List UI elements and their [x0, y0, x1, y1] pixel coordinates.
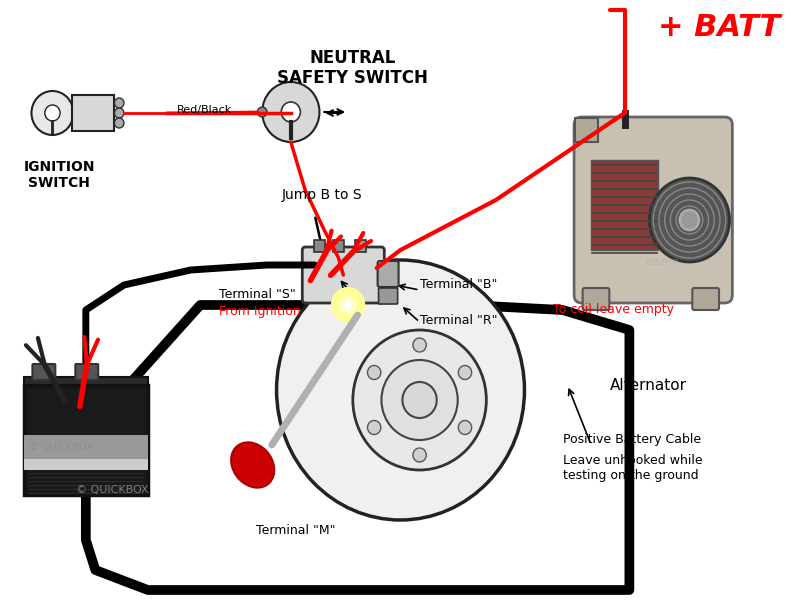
Circle shape: [331, 287, 366, 323]
Circle shape: [339, 296, 357, 314]
Circle shape: [258, 107, 267, 117]
FancyBboxPatch shape: [582, 288, 610, 310]
Circle shape: [458, 365, 472, 379]
FancyBboxPatch shape: [24, 458, 148, 470]
Text: Jump B to S: Jump B to S: [282, 188, 362, 202]
Circle shape: [367, 421, 381, 434]
Circle shape: [367, 365, 381, 379]
FancyBboxPatch shape: [591, 160, 658, 250]
FancyBboxPatch shape: [24, 434, 148, 458]
Text: Terminal "S": Terminal "S": [219, 289, 296, 301]
FancyBboxPatch shape: [574, 117, 732, 303]
Text: Positive Battery Cable: Positive Battery Cable: [562, 433, 701, 446]
Circle shape: [413, 448, 426, 462]
Text: NEUTRAL
SAFETY SWITCH: NEUTRAL SAFETY SWITCH: [278, 49, 428, 88]
Circle shape: [114, 98, 124, 108]
FancyBboxPatch shape: [378, 261, 398, 287]
Circle shape: [114, 108, 124, 118]
FancyBboxPatch shape: [24, 377, 148, 385]
Circle shape: [282, 102, 300, 122]
Text: Red/Black: Red/Black: [177, 105, 232, 115]
Text: Terminal "M": Terminal "M": [256, 523, 335, 536]
Circle shape: [344, 301, 352, 309]
Text: © QUICKBOX: © QUICKBOX: [76, 485, 149, 495]
Circle shape: [277, 260, 525, 520]
Text: © QUICKBOX: © QUICKBOX: [29, 442, 93, 452]
FancyBboxPatch shape: [71, 95, 114, 131]
Circle shape: [402, 382, 437, 418]
Text: IGNITION
SWITCH: IGNITION SWITCH: [23, 160, 95, 190]
Text: enzho: enzho: [646, 257, 680, 267]
Text: Leave unhooked while
testing on the ground: Leave unhooked while testing on the grou…: [562, 454, 702, 482]
Circle shape: [31, 91, 74, 135]
Circle shape: [382, 360, 458, 440]
FancyBboxPatch shape: [378, 288, 398, 304]
Text: + BATT: + BATT: [658, 13, 780, 43]
Text: To coil leave empty: To coil leave empty: [553, 304, 674, 317]
FancyBboxPatch shape: [575, 118, 598, 142]
Circle shape: [458, 421, 472, 434]
Ellipse shape: [231, 442, 274, 488]
Circle shape: [45, 105, 60, 121]
Circle shape: [114, 118, 124, 128]
FancyBboxPatch shape: [692, 288, 719, 310]
FancyBboxPatch shape: [302, 247, 384, 303]
Circle shape: [413, 338, 426, 352]
FancyBboxPatch shape: [24, 385, 148, 495]
FancyBboxPatch shape: [354, 240, 366, 252]
FancyBboxPatch shape: [333, 240, 344, 252]
Circle shape: [353, 330, 486, 470]
Text: Terminal "B": Terminal "B": [419, 278, 497, 292]
Circle shape: [262, 82, 319, 142]
FancyBboxPatch shape: [314, 240, 325, 252]
Text: Alternator: Alternator: [610, 377, 687, 392]
Text: +: +: [82, 365, 91, 375]
Text: From Ignition: From Ignition: [219, 305, 301, 319]
Circle shape: [650, 178, 730, 262]
FancyBboxPatch shape: [33, 364, 55, 380]
FancyBboxPatch shape: [75, 364, 98, 380]
Circle shape: [680, 210, 699, 230]
Text: Terminal "R": Terminal "R": [419, 313, 497, 326]
